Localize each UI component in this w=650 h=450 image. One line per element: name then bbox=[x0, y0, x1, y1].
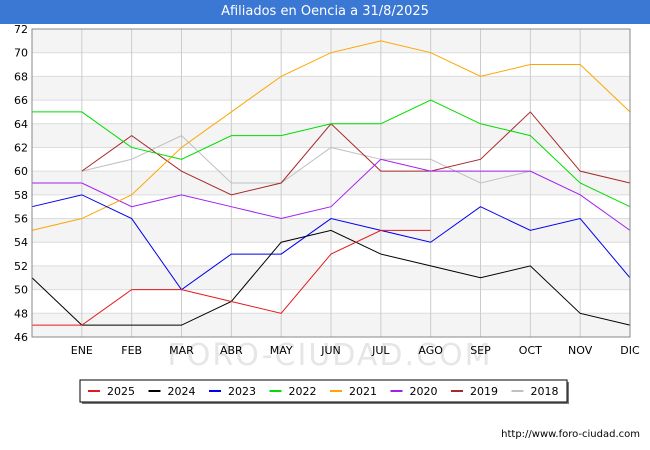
legend-label-2024: 2024 bbox=[168, 385, 196, 398]
legend-label-2022: 2022 bbox=[289, 385, 317, 398]
x-tick-label: MAY bbox=[270, 344, 293, 357]
y-tick-label: 66 bbox=[14, 94, 28, 107]
series-line-2019 bbox=[81, 111, 631, 196]
series-line-2024 bbox=[31, 229, 631, 326]
x-tick-label: JUN bbox=[320, 344, 341, 357]
legend-label-2025: 2025 bbox=[107, 385, 135, 398]
x-tick-label: DIC bbox=[620, 344, 640, 357]
legend-label-2018: 2018 bbox=[531, 385, 559, 398]
series-line-2025 bbox=[32, 229, 431, 326]
footer-url: http://www.foro-ciudad.com bbox=[501, 429, 640, 440]
x-axis-ticks: ENE FEB MAR ABR MAY JUN JUL AGO SEP OCT NOV DIC bbox=[71, 344, 640, 357]
y-tick-label: 64 bbox=[14, 118, 28, 131]
x-tick-label: AGO bbox=[418, 344, 443, 357]
y-tick-label: 70 bbox=[14, 47, 28, 60]
series-line-2022 bbox=[32, 99, 631, 208]
y-tick-label: 56 bbox=[14, 213, 28, 226]
y-tick-label: 58 bbox=[14, 189, 28, 202]
watermark: FORO-CIUDAD.COM bbox=[168, 338, 493, 373]
series-line-2023 bbox=[31, 194, 631, 291]
plot-frame bbox=[31, 28, 631, 338]
y-tick-label: 52 bbox=[14, 260, 28, 273]
legend-box bbox=[79, 379, 568, 403]
chart-title: Afiliados en Oencia a 31/8/2025 bbox=[0, 0, 650, 24]
legend-label-2023: 2023 bbox=[228, 385, 256, 398]
series-line-2021 bbox=[31, 40, 631, 231]
legend-label-2019: 2019 bbox=[470, 385, 498, 398]
y-tick-label: 50 bbox=[14, 284, 28, 297]
y-tick-label: 46 bbox=[14, 331, 28, 344]
x-tick-label: NOV bbox=[568, 344, 593, 357]
y-tick-label: 72 bbox=[14, 23, 28, 36]
x-tick-label: OCT bbox=[519, 344, 542, 357]
legend-label-2021: 2021 bbox=[349, 385, 377, 398]
y-axis-ticks: 46 48 50 52 54 56 58 60 62 64 66 68 70 72 bbox=[14, 23, 28, 344]
y-tick-label: 60 bbox=[14, 165, 28, 178]
legend-label-2020: 2020 bbox=[410, 385, 438, 398]
series-line-2020 bbox=[32, 158, 631, 231]
y-tick-label: 48 bbox=[14, 307, 28, 320]
y-tick-label: 54 bbox=[14, 236, 28, 249]
y-tick-label: 62 bbox=[14, 141, 28, 154]
series-lines bbox=[31, 40, 631, 326]
x-tick-label: JUL bbox=[371, 344, 390, 357]
y-tick-label: 68 bbox=[14, 70, 28, 83]
x-tick-label: SEP bbox=[470, 344, 491, 357]
x-tick-label: FEB bbox=[121, 344, 142, 357]
legend: 2025 2024 2023 2022 2021 2020 2019 2018 bbox=[79, 379, 569, 404]
x-tick-label: ABR bbox=[220, 344, 243, 357]
x-tick-label: MAR bbox=[169, 344, 194, 357]
x-tick-label: ENE bbox=[71, 344, 93, 357]
